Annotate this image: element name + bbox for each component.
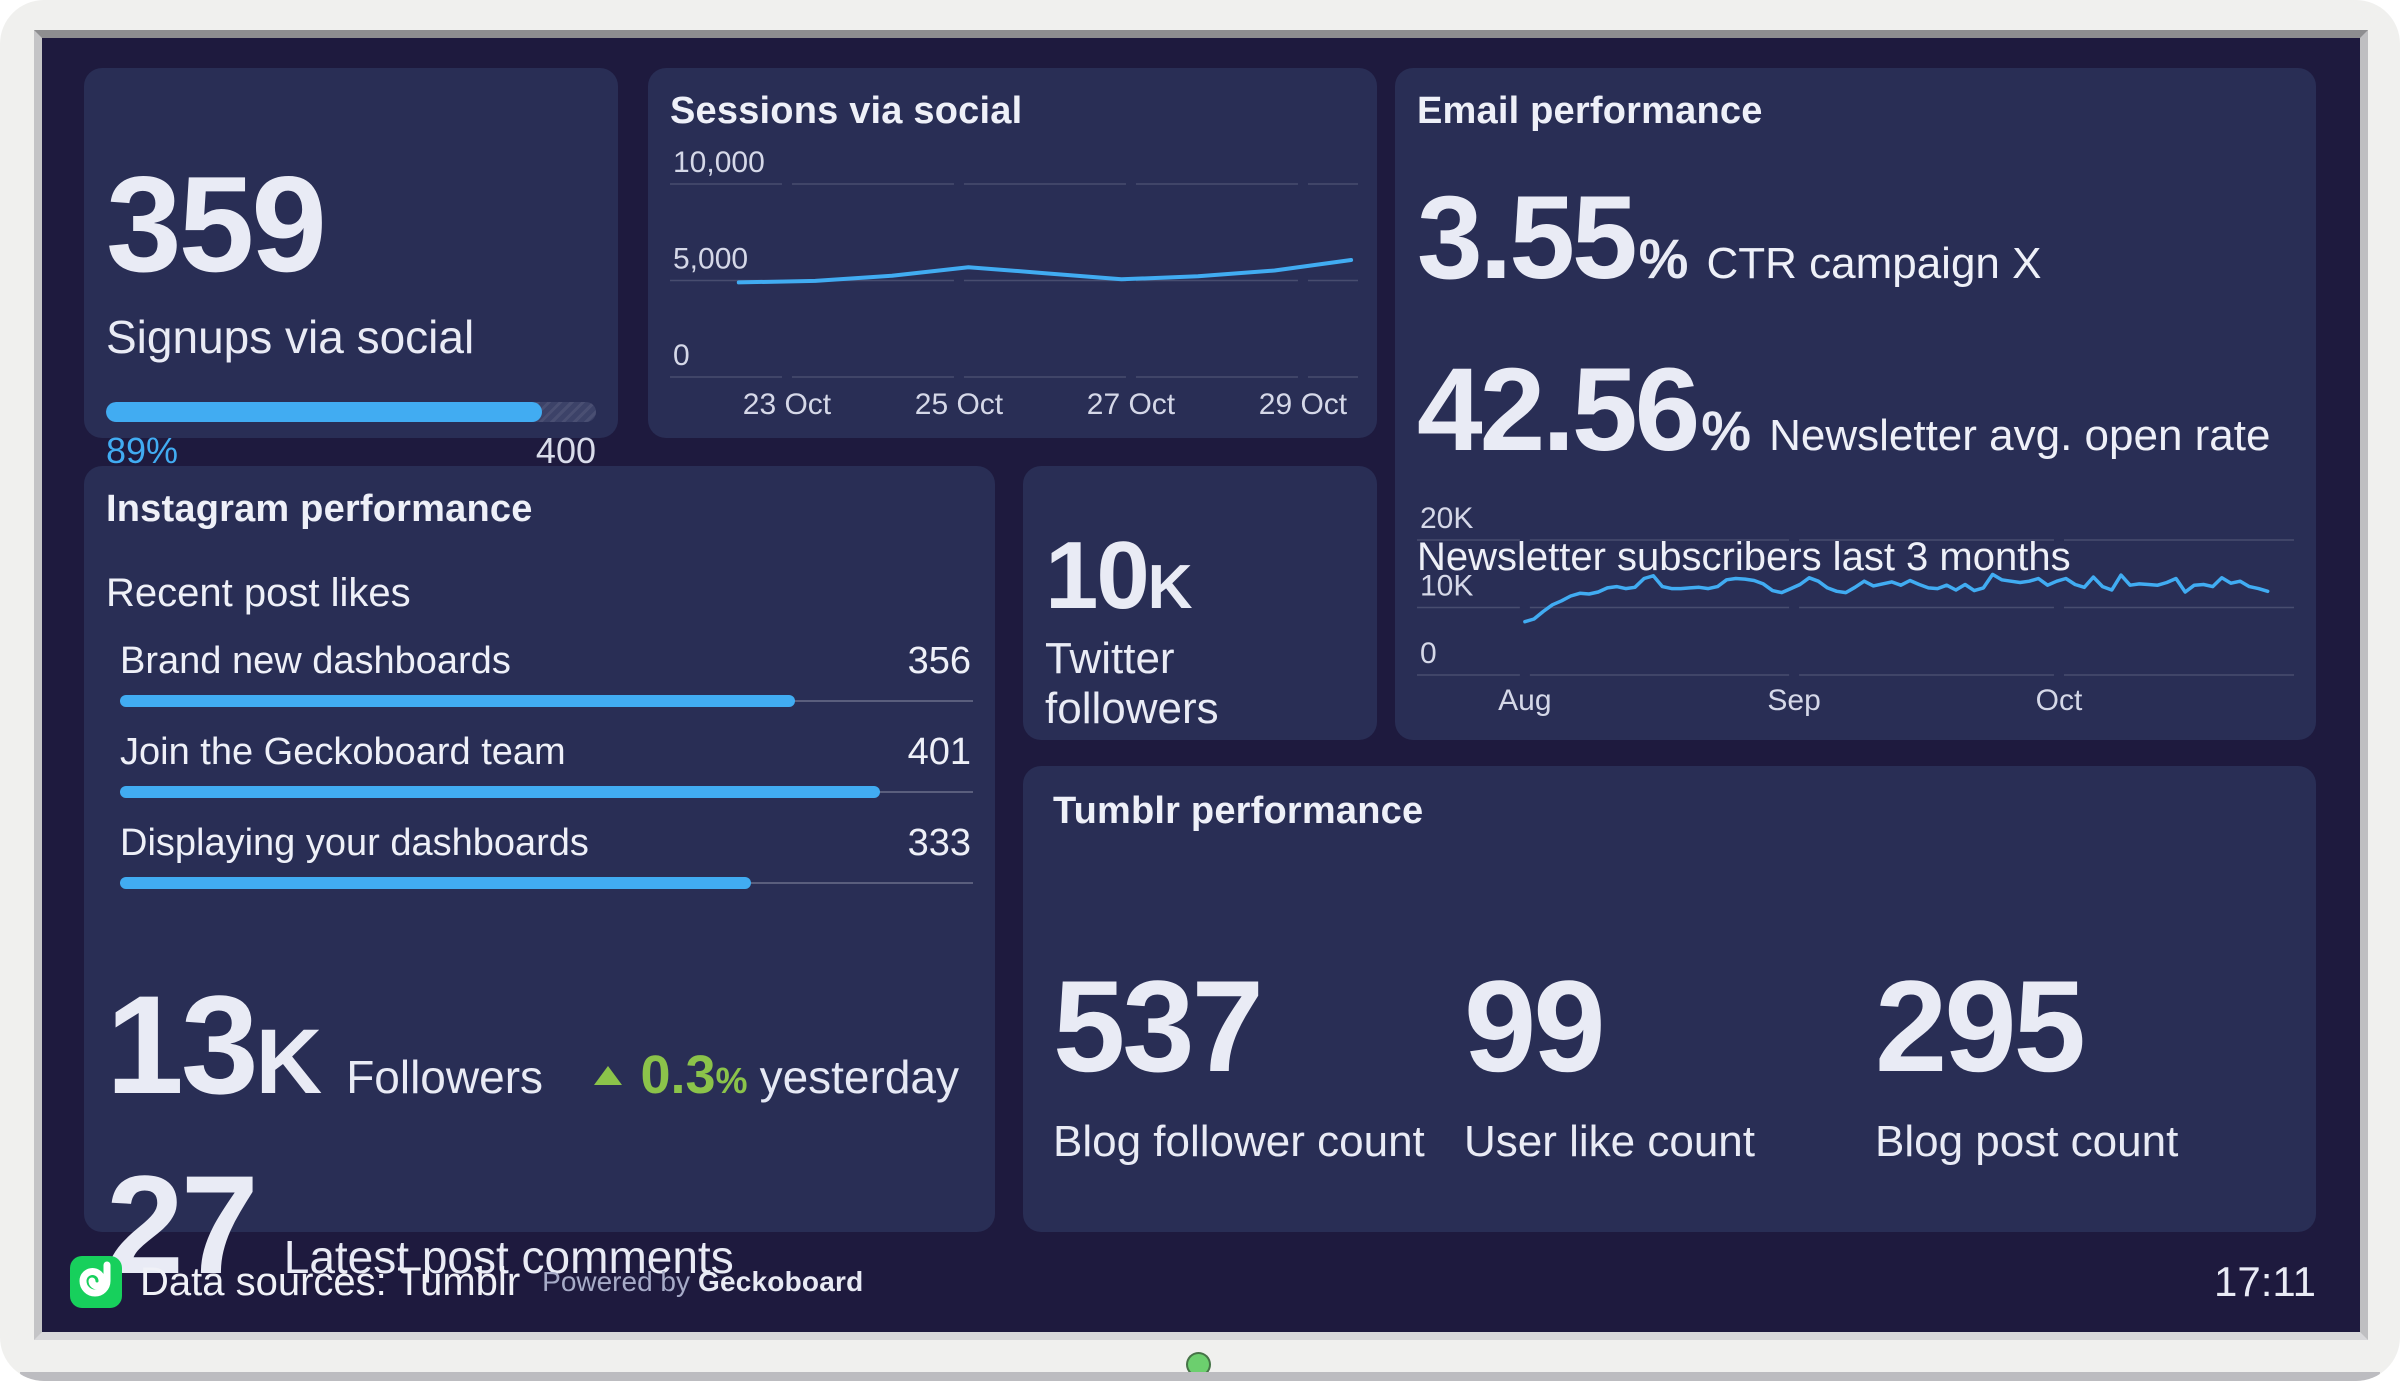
change-value: 0.3	[640, 1045, 716, 1105]
email-open-rate-unit: %	[1701, 399, 1752, 462]
footer-bar: Data sources: Tumblr Powered by Geckoboa…	[70, 1252, 2316, 1312]
bar-label: Displaying your dashboards	[120, 822, 589, 864]
twitter-label: Twitter followers	[1045, 634, 1219, 733]
newsletter-chart-title: Newsletter subscribers last 3 months	[1417, 535, 2071, 579]
dashboard-screen: 359 Signups via social 89% 400 Sessions …	[34, 30, 2368, 1340]
instagram-card: Instagram performance Recent post likes …	[84, 466, 995, 1295]
svg-text:Oct: Oct	[2036, 684, 2083, 717]
change-unit: %	[715, 1060, 748, 1101]
user-like-stat: 99 User like count	[1464, 961, 1875, 1167]
signups-progress-fill	[106, 402, 543, 422]
bar-track	[120, 695, 973, 707]
signups-card: 359 Signups via social 89% 400	[84, 68, 618, 471]
user-like-value: 99	[1464, 953, 1606, 1099]
svg-text:5,000: 5,000	[673, 243, 748, 276]
bar-label: Brand new dashboards	[120, 640, 511, 682]
email-ctr-unit: %	[1638, 227, 1689, 290]
blog-follower-value: 537	[1053, 953, 1264, 1099]
comments-label: Latest post comments	[283, 1231, 734, 1283]
clock: 17:11	[2214, 1258, 2316, 1305]
comments-stat: 27 Latest post comments	[106, 1155, 973, 1295]
geckoboard-logo-icon	[70, 1256, 122, 1308]
twitter-value: 10	[1045, 522, 1150, 629]
recent-post-likes-label: Recent post likes	[106, 571, 411, 615]
user-like-label: User like count	[1464, 1117, 1756, 1166]
signups-progress-track	[106, 402, 596, 422]
tumblr-card: Tumblr performance 537 Blog follower cou…	[1023, 766, 2316, 1232]
svg-text:25 Oct: 25 Oct	[915, 388, 1004, 421]
change-period: yesterday	[759, 1051, 959, 1103]
followers-value: 13	[106, 966, 259, 1123]
signups-label: Signups via social	[106, 311, 475, 363]
bar-label: Join the Geckoboard team	[120, 731, 566, 773]
bar-track	[120, 877, 973, 889]
svg-text:29 Oct: 29 Oct	[1259, 388, 1348, 421]
svg-text:0: 0	[1420, 637, 1437, 670]
svg-text:27 Oct: 27 Oct	[1087, 388, 1176, 421]
blog-post-stat: 295 Blog post count	[1875, 961, 2286, 1167]
bar-fill	[120, 786, 881, 798]
geckoboard-brand-label: Geckoboard	[698, 1266, 864, 1297]
bar-row: Join the Geckoboard team 401	[120, 731, 973, 798]
email-ctr-value: 3.55	[1417, 172, 1638, 304]
followers-change: 0.3 % yesterday	[594, 1044, 959, 1106]
email-ctr-label: CTR campaign X	[1706, 239, 2042, 288]
email-open-rate-value: 42.56	[1417, 344, 1700, 476]
email-ctr-stat: 3.55 % CTR campaign X	[1417, 179, 2294, 297]
bar-row: Displaying your dashboards 333	[120, 822, 973, 889]
followers-label: Followers	[346, 1051, 544, 1103]
email-card: Email performance 3.55 % CTR campaign X …	[1395, 68, 2316, 740]
data-sources-label: Data sources: Tumblr	[140, 1259, 521, 1304]
sessions-title: Sessions via social	[670, 90, 1023, 132]
twitter-card: 10 K Twitter followers	[1023, 466, 1377, 740]
svg-text:0: 0	[673, 339, 690, 372]
bar-fill	[120, 695, 795, 707]
twitter-unit: K	[1147, 553, 1193, 622]
sessions-card: Sessions via social 10,000 5,000 0 23 Oct 25…	[648, 68, 1377, 438]
blog-post-label: Blog post count	[1875, 1117, 2179, 1166]
svg-text:20K: 20K	[1420, 502, 1473, 535]
svg-text:23 Oct: 23 Oct	[743, 388, 832, 421]
signups-progress-percent: 89%	[106, 430, 179, 471]
signups-value: 359	[106, 148, 327, 300]
bar-row: Brand new dashboards 356	[120, 640, 973, 707]
followers-stat: 13 K Followers 0.3 % yesterday	[106, 975, 973, 1115]
svg-text:Sep: Sep	[1767, 684, 1820, 717]
signups-target: 400	[535, 430, 596, 471]
power-led-indicator	[1186, 1352, 1211, 1377]
arrow-up-icon	[594, 1065, 623, 1085]
blog-follower-label: Blog follower count	[1053, 1117, 1425, 1166]
comments-value: 27	[106, 1146, 259, 1303]
bar-value: 401	[907, 731, 971, 773]
bar-value: 356	[907, 640, 971, 682]
followers-unit: K	[255, 1011, 322, 1113]
instagram-title: Instagram performance	[106, 488, 533, 530]
tumblr-title: Tumblr performance	[1053, 790, 1424, 832]
email-open-rate-stat: 42.56 % Newsletter avg. open rate	[1417, 351, 2294, 469]
recent-post-likes-bar-list: Brand new dashboards 356 Join the Geckob…	[120, 640, 973, 889]
bar-value: 333	[907, 822, 971, 864]
bar-fill	[120, 877, 752, 889]
email-title: Email performance	[1417, 90, 1763, 132]
svg-text:Aug: Aug	[1498, 684, 1551, 717]
email-open-rate-label: Newsletter avg. open rate	[1769, 411, 2271, 460]
blog-follower-stat: 537 Blog follower count	[1053, 961, 1464, 1167]
bar-track	[120, 786, 973, 798]
svg-text:10,000: 10,000	[673, 146, 765, 179]
blog-post-value: 295	[1875, 953, 2086, 1099]
powered-by-label: Powered by	[542, 1266, 691, 1297]
